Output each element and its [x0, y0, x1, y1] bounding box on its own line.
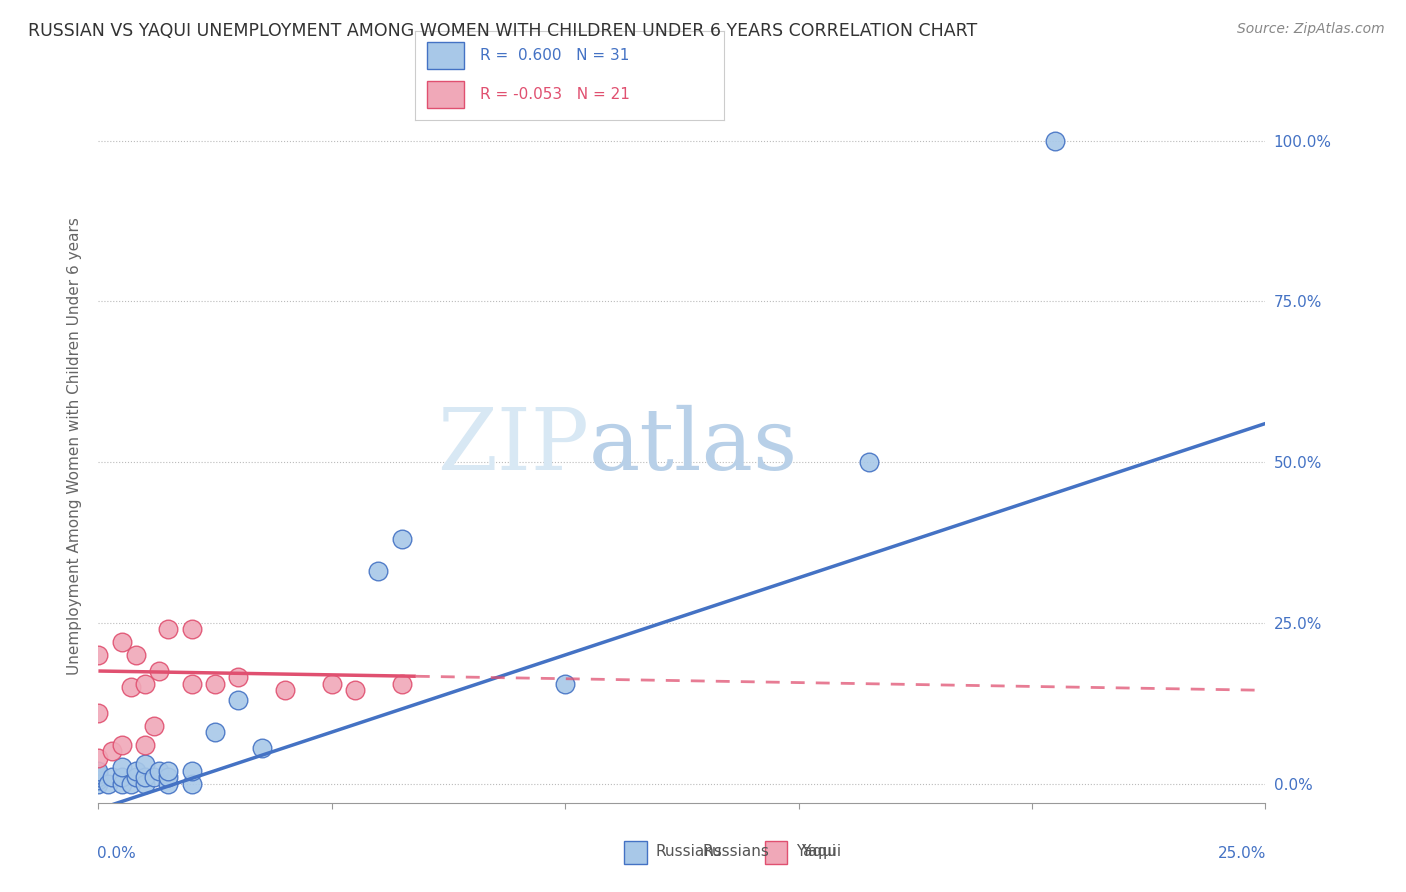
Bar: [427, 81, 464, 108]
Point: [250, 741, 273, 756]
Point: [1045, 134, 1067, 148]
Point: [228, 693, 250, 707]
Point: [101, 770, 124, 784]
Point: [87, 773, 110, 788]
Point: [111, 770, 134, 784]
Point: [101, 744, 124, 758]
Point: [180, 776, 202, 790]
Point: [134, 770, 156, 784]
Point: [228, 670, 250, 684]
Point: [274, 683, 297, 698]
Point: [87, 751, 110, 765]
Text: atlas: atlas: [589, 404, 797, 488]
Point: [111, 776, 134, 790]
Point: [180, 622, 202, 636]
Text: 25.0%: 25.0%: [1218, 846, 1267, 861]
Point: [87, 776, 110, 790]
Text: RUSSIAN VS YAQUI UNEMPLOYMENT AMONG WOMEN WITH CHILDREN UNDER 6 YEARS CORRELATIO: RUSSIAN VS YAQUI UNEMPLOYMENT AMONG WOME…: [28, 22, 977, 40]
Point: [111, 738, 134, 752]
Point: [143, 770, 166, 784]
Bar: [765, 841, 787, 864]
Point: [204, 725, 226, 739]
Text: R =  0.600   N = 31: R = 0.600 N = 31: [479, 48, 628, 62]
Point: [157, 764, 180, 778]
Point: [391, 677, 413, 691]
Point: [391, 533, 413, 547]
Text: ZIP: ZIP: [437, 404, 589, 488]
Point: [120, 680, 142, 694]
Point: [344, 683, 367, 698]
Point: [143, 719, 166, 733]
Point: [148, 764, 170, 778]
Text: Yaqui: Yaqui: [796, 845, 837, 859]
Text: Russians: Russians: [703, 845, 770, 859]
Point: [125, 648, 148, 662]
Text: Yaqui: Yaqui: [801, 845, 842, 859]
Point: [87, 648, 110, 662]
Point: [125, 770, 148, 784]
Point: [97, 776, 120, 790]
Point: [204, 677, 226, 691]
Text: 0.0%: 0.0%: [97, 846, 136, 861]
Point: [148, 664, 170, 678]
Point: [134, 757, 156, 772]
Point: [157, 776, 180, 790]
Point: [111, 635, 134, 649]
Text: Russians: Russians: [655, 845, 723, 859]
Point: [157, 622, 180, 636]
Point: [157, 770, 180, 784]
Point: [554, 677, 576, 691]
Point: [125, 764, 148, 778]
Point: [180, 764, 202, 778]
Bar: [427, 42, 464, 69]
Text: Source: ZipAtlas.com: Source: ZipAtlas.com: [1237, 22, 1385, 37]
Point: [134, 677, 156, 691]
Point: [120, 776, 142, 790]
Point: [87, 706, 110, 720]
Point: [134, 776, 156, 790]
Point: [180, 677, 202, 691]
Point: [321, 677, 343, 691]
Y-axis label: Unemployment Among Women with Children Under 6 years: Unemployment Among Women with Children U…: [66, 217, 82, 675]
Point: [367, 565, 389, 579]
Point: [87, 764, 110, 778]
Point: [111, 760, 134, 774]
Point: [858, 455, 880, 469]
Point: [134, 738, 156, 752]
Point: [87, 770, 110, 784]
Bar: [624, 841, 647, 864]
Text: R = -0.053   N = 21: R = -0.053 N = 21: [479, 87, 630, 102]
Point: [87, 767, 110, 781]
